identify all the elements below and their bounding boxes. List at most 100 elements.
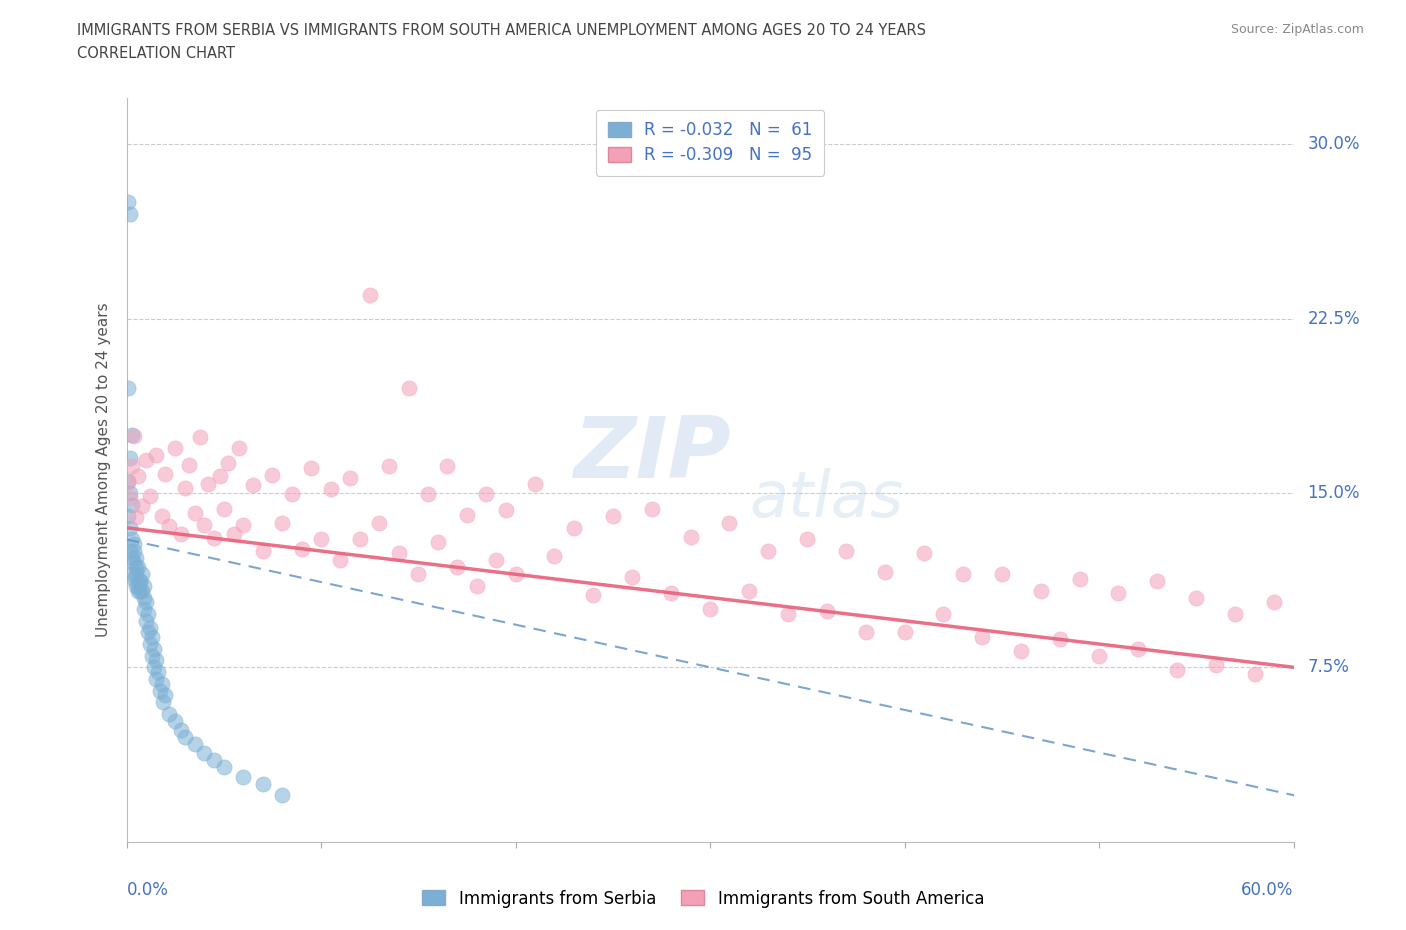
Point [796, 532, 818, 547]
Point [120, 491, 142, 506]
Point [299, 461, 322, 476]
Point [145, 447, 167, 462]
Text: 30.0%: 30.0% [1308, 135, 1360, 153]
Point [602, 509, 624, 524]
Point [150, 676, 173, 691]
Point [212, 760, 235, 775]
Point [271, 515, 294, 530]
Point [202, 753, 225, 768]
Point [125, 560, 148, 575]
Point [679, 530, 702, 545]
Point [193, 518, 215, 533]
Text: 15.0%: 15.0% [1308, 484, 1360, 502]
Text: 0.0%: 0.0% [127, 881, 169, 898]
Legend: Immigrants from Serbia, Immigrants from South America: Immigrants from Serbia, Immigrants from … [415, 883, 991, 914]
Point [139, 637, 162, 652]
Point [756, 543, 779, 558]
Point [121, 532, 143, 547]
Point [1088, 648, 1111, 663]
Point [222, 526, 245, 541]
Point [329, 552, 352, 567]
Point [177, 458, 200, 473]
Point [120, 485, 142, 500]
Point [281, 486, 304, 501]
Point [456, 508, 478, 523]
Point [117, 381, 139, 396]
Point [582, 588, 605, 603]
Point [141, 648, 163, 663]
Text: 60.0%: 60.0% [1241, 881, 1294, 898]
Point [117, 194, 139, 209]
Point [718, 515, 741, 530]
Point [170, 527, 193, 542]
Point [117, 474, 139, 489]
Point [197, 477, 219, 492]
Point [952, 567, 974, 582]
Point [1049, 632, 1071, 647]
Point [124, 555, 146, 570]
Point [142, 642, 165, 657]
Point [1069, 571, 1091, 587]
Point [141, 630, 163, 644]
Text: CORRELATION CHART: CORRELATION CHART [77, 46, 235, 61]
Point [124, 429, 146, 444]
Text: 22.5%: 22.5% [1308, 310, 1360, 327]
Point [174, 729, 197, 744]
Point [1029, 583, 1052, 598]
Point [202, 531, 225, 546]
Point [121, 567, 143, 582]
Point [155, 688, 177, 703]
Y-axis label: Unemployment Among Ages 20 to 24 years: Unemployment Among Ages 20 to 24 years [96, 302, 111, 637]
Point [893, 625, 915, 640]
Point [309, 532, 332, 547]
Point [174, 481, 197, 496]
Point [1185, 591, 1208, 605]
Point [183, 737, 205, 751]
Point [932, 606, 955, 621]
Point [217, 456, 239, 471]
Point [131, 499, 153, 514]
Point [398, 381, 420, 396]
Point [142, 660, 165, 675]
Point [165, 440, 187, 455]
Point [621, 569, 644, 584]
Point [446, 560, 468, 575]
Point [875, 565, 897, 579]
Point [368, 515, 391, 530]
Point [641, 502, 664, 517]
Point [157, 707, 180, 722]
Point [139, 620, 162, 635]
Point [131, 583, 153, 598]
Point [465, 578, 488, 593]
Point [120, 206, 142, 221]
Point [972, 630, 994, 644]
Point [132, 578, 155, 593]
Point [1263, 595, 1285, 610]
Point [170, 723, 193, 737]
Point [208, 469, 231, 484]
Point [738, 583, 761, 598]
Point [125, 510, 148, 525]
Text: ZIP: ZIP [572, 413, 731, 497]
Point [125, 567, 148, 582]
Point [124, 543, 146, 558]
Point [121, 428, 143, 443]
Point [129, 583, 152, 598]
Point [149, 683, 172, 698]
Point [699, 602, 721, 617]
Point [129, 574, 152, 589]
Point [252, 543, 274, 558]
Point [505, 567, 527, 582]
Point [855, 625, 877, 640]
Point [228, 441, 250, 456]
Point [157, 519, 180, 534]
Point [349, 532, 371, 547]
Point [359, 288, 381, 303]
Point [232, 769, 254, 784]
Point [815, 604, 838, 619]
Point [912, 546, 935, 561]
Point [523, 476, 546, 491]
Point [271, 788, 294, 803]
Point [190, 430, 212, 445]
Point [1126, 642, 1149, 657]
